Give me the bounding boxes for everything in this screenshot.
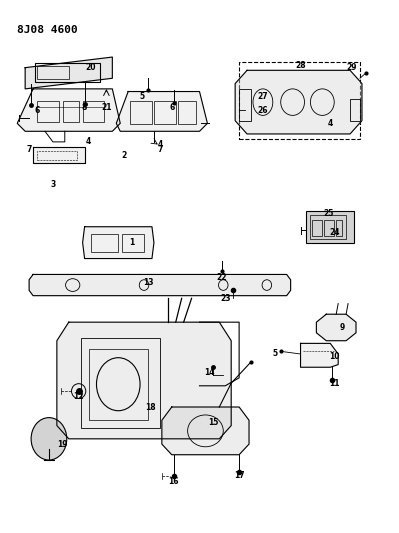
Text: 19: 19: [57, 440, 68, 449]
Text: 13: 13: [143, 278, 153, 287]
Text: 15: 15: [208, 418, 219, 427]
Bar: [37, 151, 77, 160]
Bar: [122, 234, 144, 252]
Text: 8: 8: [82, 103, 87, 112]
Text: 12: 12: [73, 392, 84, 401]
Text: 22: 22: [216, 272, 227, 281]
Bar: [37, 66, 69, 79]
Bar: [83, 101, 105, 122]
Bar: [154, 101, 176, 124]
Bar: [336, 220, 342, 236]
Text: 10: 10: [329, 352, 340, 361]
Polygon shape: [29, 274, 290, 296]
Bar: [312, 220, 322, 236]
Polygon shape: [300, 343, 338, 367]
Bar: [310, 215, 346, 239]
Bar: [91, 234, 118, 252]
Text: 6: 6: [169, 103, 174, 112]
Bar: [350, 100, 360, 120]
Text: 4: 4: [86, 138, 91, 147]
Text: 29: 29: [347, 63, 357, 72]
Text: 8J08 4600: 8J08 4600: [17, 25, 78, 35]
Text: 14: 14: [204, 368, 215, 377]
Text: 6: 6: [34, 106, 40, 115]
Text: 7: 7: [26, 146, 32, 155]
Text: 26: 26: [258, 106, 268, 115]
Bar: [37, 101, 59, 122]
Text: 17: 17: [234, 471, 245, 480]
Text: 21: 21: [101, 103, 112, 112]
Text: 5: 5: [140, 92, 144, 101]
Text: 24: 24: [329, 228, 340, 237]
Text: 1: 1: [130, 238, 135, 247]
Text: 25: 25: [323, 209, 334, 218]
Text: 5: 5: [272, 350, 277, 359]
Bar: [306, 211, 354, 243]
Text: 4: 4: [157, 140, 162, 149]
Polygon shape: [316, 314, 356, 341]
Bar: [89, 349, 148, 420]
Bar: [324, 220, 334, 236]
Bar: [81, 338, 160, 428]
Text: 11: 11: [329, 378, 340, 387]
Polygon shape: [33, 147, 85, 163]
Polygon shape: [17, 89, 120, 131]
Text: 20: 20: [85, 63, 96, 72]
Polygon shape: [83, 227, 154, 259]
Polygon shape: [235, 70, 362, 134]
Polygon shape: [57, 322, 231, 439]
Bar: [178, 101, 196, 124]
Bar: [239, 89, 251, 120]
Text: 3: 3: [50, 180, 55, 189]
Bar: [130, 101, 152, 124]
Text: 18: 18: [145, 402, 155, 411]
Text: 16: 16: [168, 477, 179, 486]
Text: 4: 4: [328, 119, 333, 128]
Ellipse shape: [31, 418, 67, 460]
Bar: [63, 101, 79, 122]
Bar: [239, 62, 360, 139]
Text: 9: 9: [340, 323, 345, 332]
Text: 23: 23: [220, 294, 231, 303]
Text: 28: 28: [295, 61, 306, 69]
Text: 27: 27: [258, 92, 268, 101]
Polygon shape: [25, 57, 113, 89]
Bar: [35, 63, 101, 82]
Text: 2: 2: [122, 151, 127, 160]
Polygon shape: [162, 407, 249, 455]
Polygon shape: [116, 92, 207, 131]
Text: 7: 7: [157, 146, 162, 155]
